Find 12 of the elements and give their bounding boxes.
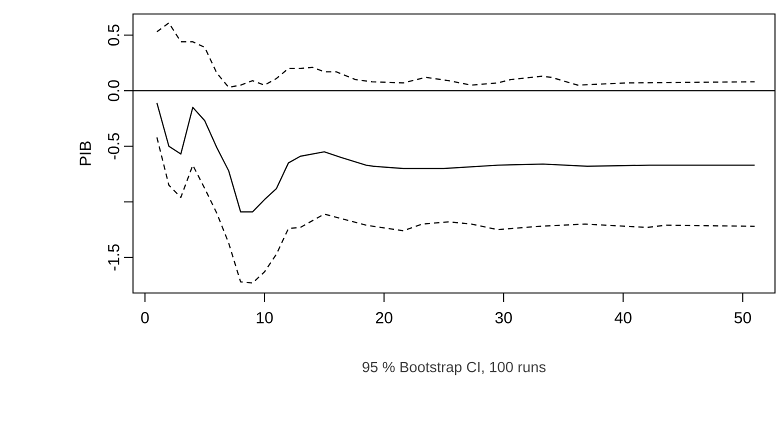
y-tick-label: -1.5 — [108, 244, 120, 270]
y-tick-label: -0.5 — [108, 133, 120, 160]
x-tick-label: 10 — [256, 312, 273, 324]
x-tick-label: 0 — [141, 312, 149, 324]
y-tick-label: 0.5 — [108, 24, 120, 46]
x-tick-label: 30 — [495, 312, 512, 324]
x-tick-label: 50 — [734, 312, 751, 324]
x-tick-label: 40 — [614, 312, 632, 324]
x-axis-title: 95 % Bootstrap CI, 100 runs — [362, 362, 546, 376]
x-tick-label: 20 — [376, 312, 392, 324]
y-axis-title: PIB — [80, 141, 91, 166]
y-tick-label: 0.0 — [108, 80, 120, 102]
